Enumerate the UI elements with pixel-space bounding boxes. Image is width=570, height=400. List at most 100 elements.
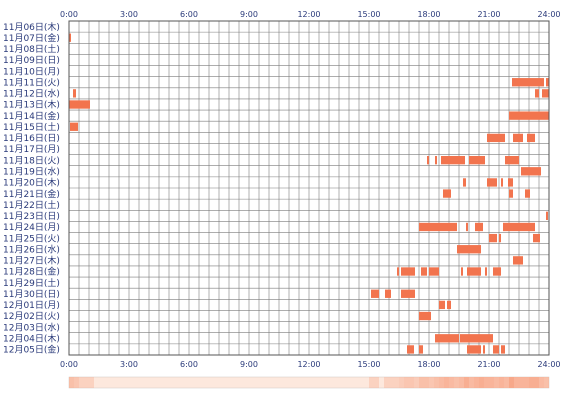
activity-bar: [525, 189, 530, 198]
density-bin: [474, 377, 479, 388]
x-tick-label-top: 21:00: [477, 10, 500, 19]
density-bin: [399, 377, 404, 388]
activity-bar: [447, 300, 451, 310]
density-bin: [509, 377, 514, 388]
density-bin: [469, 377, 474, 388]
density-bin: [519, 377, 524, 388]
row-date-label: 11月20日(木): [3, 177, 60, 189]
activity-bar: [435, 156, 437, 165]
activity-bar: [463, 178, 466, 187]
density-bin: [374, 377, 379, 388]
row-date-label: 11月07日(金): [3, 32, 60, 44]
activity-bar: [501, 345, 505, 354]
x-tick-label-bottom: 0:00: [60, 360, 78, 369]
density-bin: [389, 377, 394, 388]
x-tick-label-top: 15:00: [357, 10, 380, 19]
density-bin: [439, 377, 444, 388]
row-date-label: 11月26日(水): [3, 243, 60, 255]
x-tick-label-bottom: 15:00: [357, 360, 380, 369]
x-tick-label-top: 12:00: [297, 10, 320, 19]
row-date-label: 11月15日(土): [3, 121, 60, 133]
density-bin: [464, 377, 469, 388]
activity-bar: [427, 156, 429, 165]
density-bin: [404, 377, 409, 388]
x-tick-label-top: 6:00: [180, 10, 198, 19]
activity-bar: [521, 167, 541, 176]
row-date-label: 11月08日(土): [3, 43, 60, 55]
row-date-label: 11月14日(金): [3, 110, 60, 122]
row-date-label: 11月06日(木): [3, 21, 60, 33]
row-date-label: 11月10日(月): [3, 66, 60, 77]
activity-bar: [499, 233, 501, 243]
activity-bar: [429, 267, 439, 276]
density-bin: [514, 377, 519, 388]
x-tick-label-bottom: 18:00: [417, 360, 440, 369]
activity-bar: [441, 156, 465, 165]
density-bin: [409, 377, 414, 388]
summary-density-strip: [68, 376, 550, 389]
activity-bar: [401, 289, 415, 298]
row-date-label: 11月23日(日): [3, 211, 60, 222]
activity-bar: [457, 245, 481, 254]
activity-bar: [501, 178, 503, 187]
activity-bar: [513, 256, 523, 265]
row-date-label: 11月29日(土): [3, 277, 60, 289]
activity-bar: [503, 222, 535, 232]
row-date-label: 11月22日(土): [3, 199, 60, 211]
row-date-label: 11月19日(水): [3, 166, 60, 178]
density-bin: [74, 377, 79, 388]
activity-bar: [512, 78, 544, 87]
x-tick-label-top: 9:00: [240, 10, 258, 19]
activity-bar: [467, 267, 481, 276]
row-date-label: 12月01日(月): [3, 300, 60, 311]
row-date-label: 11月11日(火): [3, 77, 60, 88]
density-bin: [89, 377, 94, 388]
activity-bar: [509, 189, 513, 198]
density-bin: [394, 377, 399, 388]
row-date-label: 11月17日(月): [3, 144, 60, 155]
density-bin: [79, 377, 84, 388]
density-bin: [424, 377, 429, 388]
x-tick-label-bottom: 21:00: [477, 360, 500, 369]
row-labels: 11月06日(木)11月07日(金)11月08日(土)11月09日(日)11月1…: [3, 21, 60, 356]
activity-bar: [546, 78, 549, 87]
row-date-label: 12月02日(火): [3, 311, 60, 322]
density-bin: [429, 377, 434, 388]
row-date-label: 11月25日(火): [3, 233, 60, 244]
activity-bar: [419, 311, 431, 321]
row-date-label: 11月21日(金): [3, 188, 60, 200]
density-bin: [444, 377, 449, 388]
row-date-label: 11月27日(木): [3, 255, 60, 267]
activity-bar: [407, 345, 414, 354]
activity-bar: [513, 133, 523, 143]
activity-bar: [371, 289, 379, 298]
grid-lines: [69, 21, 549, 355]
activity-bar: [467, 345, 481, 354]
x-tick-label-top: 3:00: [120, 10, 138, 19]
row-date-label: 11月16日(日): [3, 133, 60, 144]
activity-bar: [485, 267, 487, 276]
activity-bar: [397, 267, 399, 276]
x-tick-label-bottom: 3:00: [120, 360, 138, 369]
activity-bar: [483, 345, 485, 354]
row-date-label: 11月24日(月): [3, 222, 60, 233]
activity-bar: [73, 89, 76, 98]
row-date-label: 11月13日(木): [3, 99, 60, 111]
activity-bar: [421, 267, 427, 276]
row-date-label: 12月04日(木): [3, 333, 60, 345]
x-tick-label-bottom: 6:00: [180, 360, 198, 369]
x-tick-label-bottom: 24:00: [537, 360, 560, 369]
x-tick-label-bottom: 12:00: [297, 360, 320, 369]
activity-bar: [70, 122, 78, 131]
activity-bar: [401, 267, 415, 276]
density-bin: [414, 377, 419, 388]
activity-bar: [542, 89, 549, 98]
density-bin: [539, 377, 544, 388]
density-bin: [529, 377, 534, 388]
top-axis-ticks: 0:00 3:00 6:00 9:00 12:00 15:00 18:00 21:00 24:0…: [60, 10, 561, 19]
row-date-label: 11月12日(水): [3, 88, 60, 100]
density-bin: [544, 377, 549, 388]
activity-bar: [527, 133, 535, 143]
density-bin: [369, 377, 374, 388]
